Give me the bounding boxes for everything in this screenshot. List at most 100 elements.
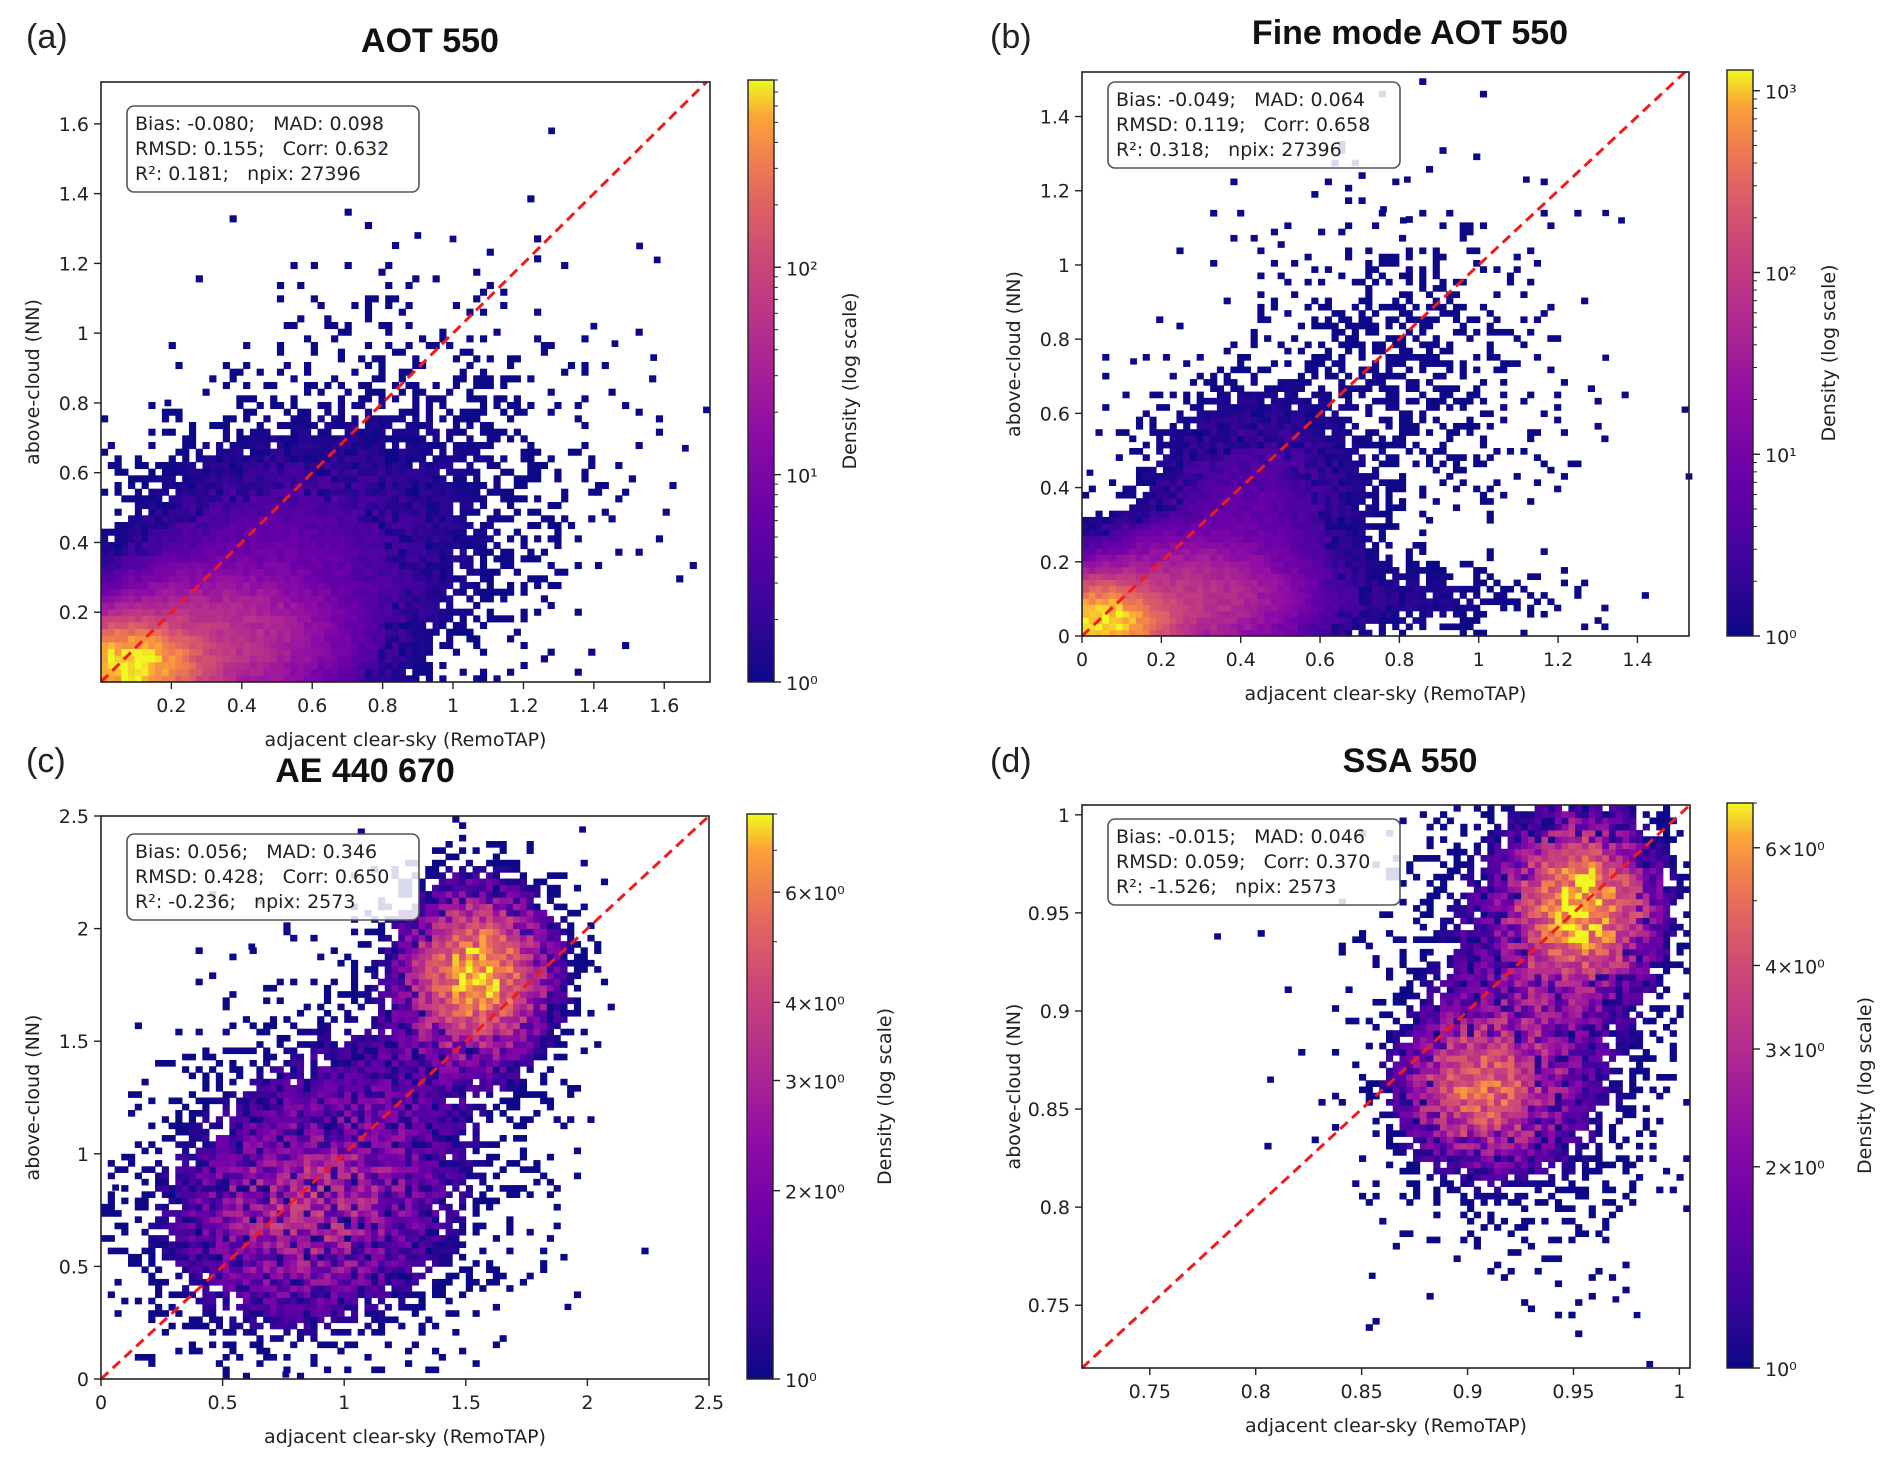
heatmap-cell xyxy=(188,468,197,476)
heatmap-cell xyxy=(1459,422,1467,430)
heatmap-cell xyxy=(1398,335,1407,342)
heatmap-cell xyxy=(1216,422,1225,430)
heatmap-cell xyxy=(128,1091,136,1098)
heatmap-cell xyxy=(107,588,115,596)
heatmap-cell xyxy=(439,328,447,336)
heatmap-cell xyxy=(398,562,406,570)
heatmap-cell xyxy=(594,488,603,496)
heatmap-cell xyxy=(1284,498,1292,505)
heatmap-cell xyxy=(1513,598,1521,606)
heatmap-cell xyxy=(1372,341,1380,349)
heatmap-cell xyxy=(1176,466,1184,474)
heatmap-cell xyxy=(432,562,440,570)
heatmap-cell xyxy=(1291,567,1299,574)
heatmap-cell xyxy=(283,522,291,530)
heatmap-cell xyxy=(391,528,400,536)
heatmap-cell xyxy=(324,322,332,330)
heatmap-cell xyxy=(507,435,515,443)
heatmap-cell xyxy=(1277,485,1285,493)
heatmap-cell xyxy=(263,562,271,570)
heatmap-cell xyxy=(527,548,535,556)
heatmap-cell xyxy=(276,542,285,550)
heatmap-cell xyxy=(459,375,467,383)
heatmap-cell xyxy=(1446,291,1454,298)
heatmap-cell xyxy=(1311,498,1319,505)
heatmap-cell xyxy=(168,1185,176,1192)
heatmap-cell xyxy=(175,415,183,423)
heatmap-cell xyxy=(1196,454,1204,461)
heatmap-cell xyxy=(1365,510,1373,518)
heatmap-cell xyxy=(1156,529,1164,537)
heatmap-cell xyxy=(161,562,170,570)
heatmap-cell xyxy=(364,562,373,570)
colorbar-tick-label: 10² xyxy=(786,258,818,280)
heatmap-cell xyxy=(276,368,285,376)
heatmap-cell xyxy=(1331,504,1339,512)
heatmap-cell xyxy=(182,1147,190,1155)
heatmap-cell xyxy=(1142,585,1150,593)
heatmap-cell xyxy=(554,582,562,590)
heatmap-cell xyxy=(1277,404,1285,411)
heatmap-cell xyxy=(1270,535,1278,543)
heatmap-cell xyxy=(1419,341,1427,349)
heatmap-cell xyxy=(107,668,115,676)
heatmap-cell xyxy=(358,642,366,650)
heatmap-cell xyxy=(419,448,427,456)
heatmap-cell xyxy=(1385,260,1393,267)
heatmap-cell xyxy=(283,442,291,450)
heatmap-cell xyxy=(1338,516,1346,524)
heatmap-cell xyxy=(419,602,427,610)
y-tick-label: 1.2 xyxy=(1040,181,1070,203)
heatmap-cell xyxy=(378,615,386,623)
heatmap-cell xyxy=(398,488,406,496)
heatmap-cell xyxy=(1311,585,1319,593)
heatmap-cell xyxy=(1196,567,1204,574)
heatmap-cell xyxy=(1459,234,1467,242)
heatmap-cell xyxy=(188,635,197,643)
heatmap-cell xyxy=(270,648,278,656)
heatmap-cell xyxy=(473,375,481,383)
heatmap-cell xyxy=(1122,592,1130,599)
heatmap-cell xyxy=(378,422,386,430)
heatmap-cell xyxy=(1156,516,1164,524)
heatmap-cell xyxy=(358,395,366,403)
panel-b-label: (b) xyxy=(990,18,1032,56)
heatmap-cell xyxy=(1189,416,1198,424)
heatmap-cell xyxy=(161,615,170,623)
heatmap-cell xyxy=(432,462,440,470)
heatmap-cell xyxy=(635,408,643,416)
heatmap-cell xyxy=(1318,448,1326,455)
heatmap-cell xyxy=(547,388,555,396)
heatmap-cell xyxy=(1102,567,1110,574)
heatmap-cell xyxy=(1135,604,1144,612)
heatmap-cell xyxy=(337,448,345,456)
heatmap-cell xyxy=(121,1166,129,1173)
heatmap-cell xyxy=(1311,473,1319,480)
heatmap-cell xyxy=(141,562,149,570)
heatmap-cell xyxy=(473,482,481,490)
heatmap-cell xyxy=(1432,297,1440,305)
heatmap-cell xyxy=(175,1216,183,1224)
heatmap-cell xyxy=(324,562,332,570)
heatmap-cell xyxy=(107,1172,115,1180)
heatmap-cell xyxy=(1122,535,1130,543)
heatmap-cell xyxy=(188,1241,196,1249)
heatmap-outlier-cell xyxy=(1681,406,1689,413)
heatmap-outlier-cell xyxy=(650,354,658,361)
heatmap-cell xyxy=(195,495,203,503)
heatmap-cell xyxy=(1257,435,1265,443)
heatmap-cell xyxy=(1277,491,1285,499)
heatmap-cell xyxy=(1257,397,1265,405)
heatmap-cell xyxy=(168,568,176,576)
heatmap-cell xyxy=(1345,253,1353,261)
heatmap-cell xyxy=(1358,479,1366,486)
heatmap-cell xyxy=(439,642,447,650)
heatmap-cell xyxy=(1183,516,1191,524)
heatmap-cell xyxy=(1405,272,1413,280)
heatmap-cell xyxy=(473,455,481,463)
heatmap-cell xyxy=(134,655,142,663)
heatmap-cell xyxy=(1243,422,1252,430)
heatmap-cell xyxy=(229,588,237,596)
heatmap-cell xyxy=(236,368,244,376)
heatmap-cell xyxy=(1398,272,1407,280)
